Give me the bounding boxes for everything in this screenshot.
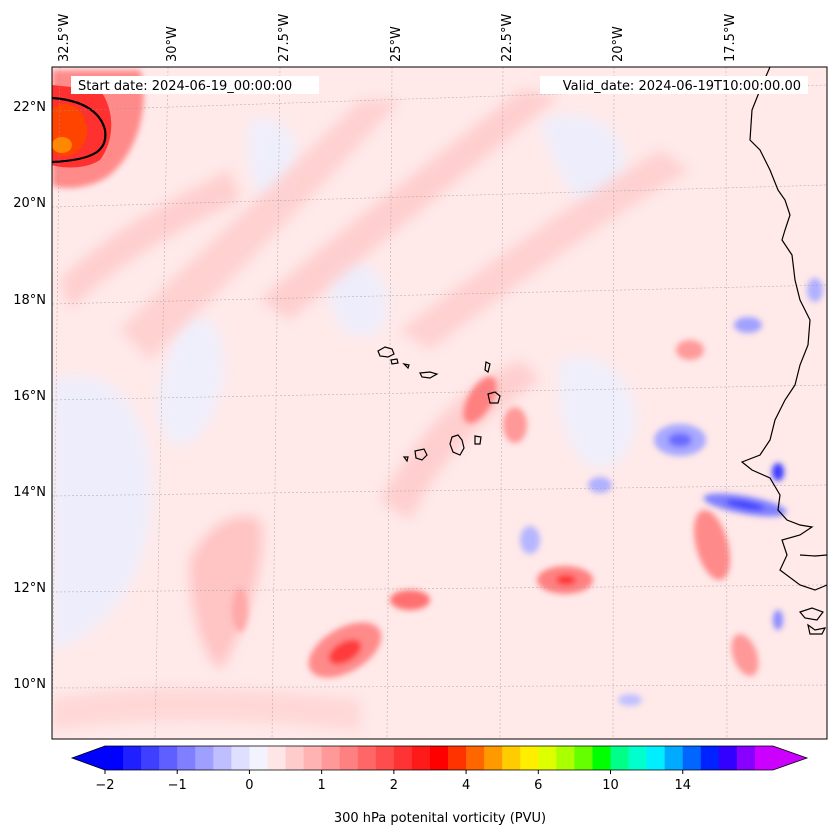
lat-label-22n: 22°N bbox=[13, 100, 46, 115]
lat-label-14n: 14°N bbox=[13, 485, 46, 500]
colorbar-swatch bbox=[105, 746, 124, 770]
colorbar-tick-label: −1 bbox=[168, 778, 187, 793]
valid-date-box bbox=[540, 76, 808, 94]
colorbar-swatch bbox=[411, 746, 431, 770]
colorbar-swatch bbox=[267, 746, 287, 770]
lat-label-18n: 18°N bbox=[13, 293, 46, 308]
colorbar-swatch bbox=[520, 746, 539, 770]
colorbar-swatch bbox=[321, 746, 341, 770]
colorbar-tick-label: −2 bbox=[95, 778, 114, 793]
lon-label-25w: 25°W bbox=[389, 26, 404, 62]
colorbar-swatch bbox=[357, 746, 377, 770]
colorbar-swatch bbox=[484, 746, 503, 770]
lon-label-27-5w: 27.5°W bbox=[277, 14, 292, 62]
colorbar-swatch bbox=[249, 746, 269, 770]
colorbar-tick-label: 14 bbox=[674, 778, 691, 793]
colorbar-tick-label: 1 bbox=[318, 778, 326, 793]
colorbar-swatch bbox=[574, 746, 594, 770]
colorbar-title: 300 hPa potenital vorticity (PVU) bbox=[334, 811, 546, 826]
colorbar-swatch bbox=[664, 746, 684, 770]
colorbar-swatch bbox=[123, 746, 142, 770]
colorbar-swatch bbox=[231, 746, 251, 770]
colorbar-swatch bbox=[628, 746, 648, 770]
lat-label-20n: 20°N bbox=[13, 196, 46, 211]
lat-label-10n: 10°N bbox=[13, 677, 46, 692]
lon-label-22-5w: 22.5°W bbox=[500, 14, 515, 62]
colorbar-swatch bbox=[159, 746, 178, 770]
colorbar-swatch bbox=[448, 746, 467, 770]
lat-label-16n: 16°N bbox=[13, 389, 46, 404]
map-frame bbox=[51, 66, 828, 740]
colorbar-swatch bbox=[213, 746, 232, 770]
colorbar-swatch bbox=[502, 746, 521, 770]
colorbar-swatch bbox=[736, 746, 756, 770]
colorbar-extend-low bbox=[72, 746, 105, 770]
lon-label-32-5w: 32.5°W bbox=[57, 14, 72, 62]
colorbar-swatch bbox=[682, 746, 702, 770]
colorbar-extend-high bbox=[773, 746, 807, 770]
colorbar-swatch bbox=[592, 746, 612, 770]
colorbar-swatch bbox=[646, 746, 666, 770]
colorbar-tick-label: 2 bbox=[390, 778, 398, 793]
cape-verde-islands bbox=[377, 346, 501, 463]
start-date-label: Start date: 2024-06-19_00:00:00 bbox=[78, 79, 292, 94]
colorbar-swatch bbox=[610, 746, 630, 770]
lon-label-20w: 20°W bbox=[611, 26, 626, 62]
colorbar-ticks: −2 −1 0 1 2 4 6 10 14 bbox=[95, 770, 691, 793]
colorbar-swatch bbox=[141, 746, 160, 770]
valid-date-label: Valid_date: 2024-06-19T10:00:00.00 bbox=[563, 79, 801, 94]
lat-label-12n: 12°N bbox=[13, 581, 46, 596]
colorbar-swatch bbox=[285, 746, 305, 770]
colorbar-swatch bbox=[177, 746, 196, 770]
colorbar-swatch bbox=[393, 746, 413, 770]
pv-field bbox=[52, 67, 827, 739]
colorbar-swatch bbox=[700, 746, 720, 770]
colorbar-tick-label: 6 bbox=[534, 778, 542, 793]
lon-label-30w: 30°W bbox=[165, 26, 180, 62]
colorbar-tick-label: 0 bbox=[245, 778, 253, 793]
colorbar-swatch bbox=[375, 746, 395, 770]
colorbar-swatch bbox=[718, 746, 738, 770]
colorbar-tick-label: 4 bbox=[462, 778, 470, 793]
colorbar-swatch bbox=[303, 746, 323, 770]
colorbar-tick-label: 10 bbox=[602, 778, 619, 793]
colorbar-swatch bbox=[195, 746, 214, 770]
colorbar-swatch bbox=[466, 746, 485, 770]
colorbar-swatch bbox=[538, 746, 557, 770]
africa-coastline bbox=[740, 67, 827, 635]
colorbar-swatch bbox=[429, 746, 449, 770]
lon-label-17-5w: 17.5°W bbox=[723, 14, 738, 62]
start-date-box bbox=[71, 76, 319, 94]
colorbar-swatch bbox=[556, 746, 575, 770]
colorbar-swatch bbox=[339, 746, 359, 770]
colorbar bbox=[70, 745, 809, 771]
colorbar-swatch bbox=[754, 746, 774, 770]
